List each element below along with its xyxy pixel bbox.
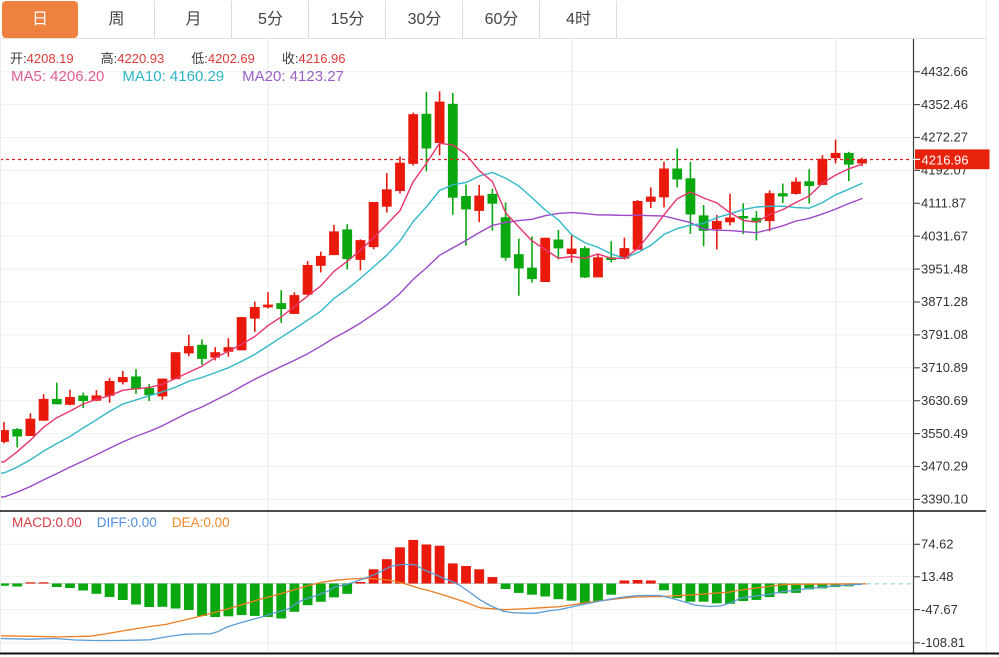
svg-text:74.62: 74.62: [921, 537, 954, 552]
svg-text:-47.67: -47.67: [921, 602, 958, 617]
svg-text:4352.46: 4352.46: [921, 97, 968, 112]
svg-text:3630.69: 3630.69: [921, 393, 968, 408]
svg-text:3470.29: 3470.29: [921, 459, 968, 474]
svg-text:3550.49: 3550.49: [921, 426, 968, 441]
svg-text:3710.89: 3710.89: [921, 360, 968, 375]
svg-text:3871.28: 3871.28: [921, 294, 968, 309]
svg-text:4216.96: 4216.96: [922, 152, 969, 167]
svg-text:4031.67: 4031.67: [921, 228, 968, 243]
svg-text:4432.66: 4432.66: [921, 64, 968, 79]
svg-text:3390.10: 3390.10: [921, 492, 968, 507]
svg-text:3791.08: 3791.08: [921, 327, 968, 342]
svg-text:3951.48: 3951.48: [921, 261, 968, 276]
svg-text:4272.27: 4272.27: [921, 130, 968, 145]
svg-text:13.48: 13.48: [921, 569, 954, 584]
svg-text:4111.87: 4111.87: [921, 196, 966, 211]
svg-text:-108.81: -108.81: [921, 635, 965, 650]
